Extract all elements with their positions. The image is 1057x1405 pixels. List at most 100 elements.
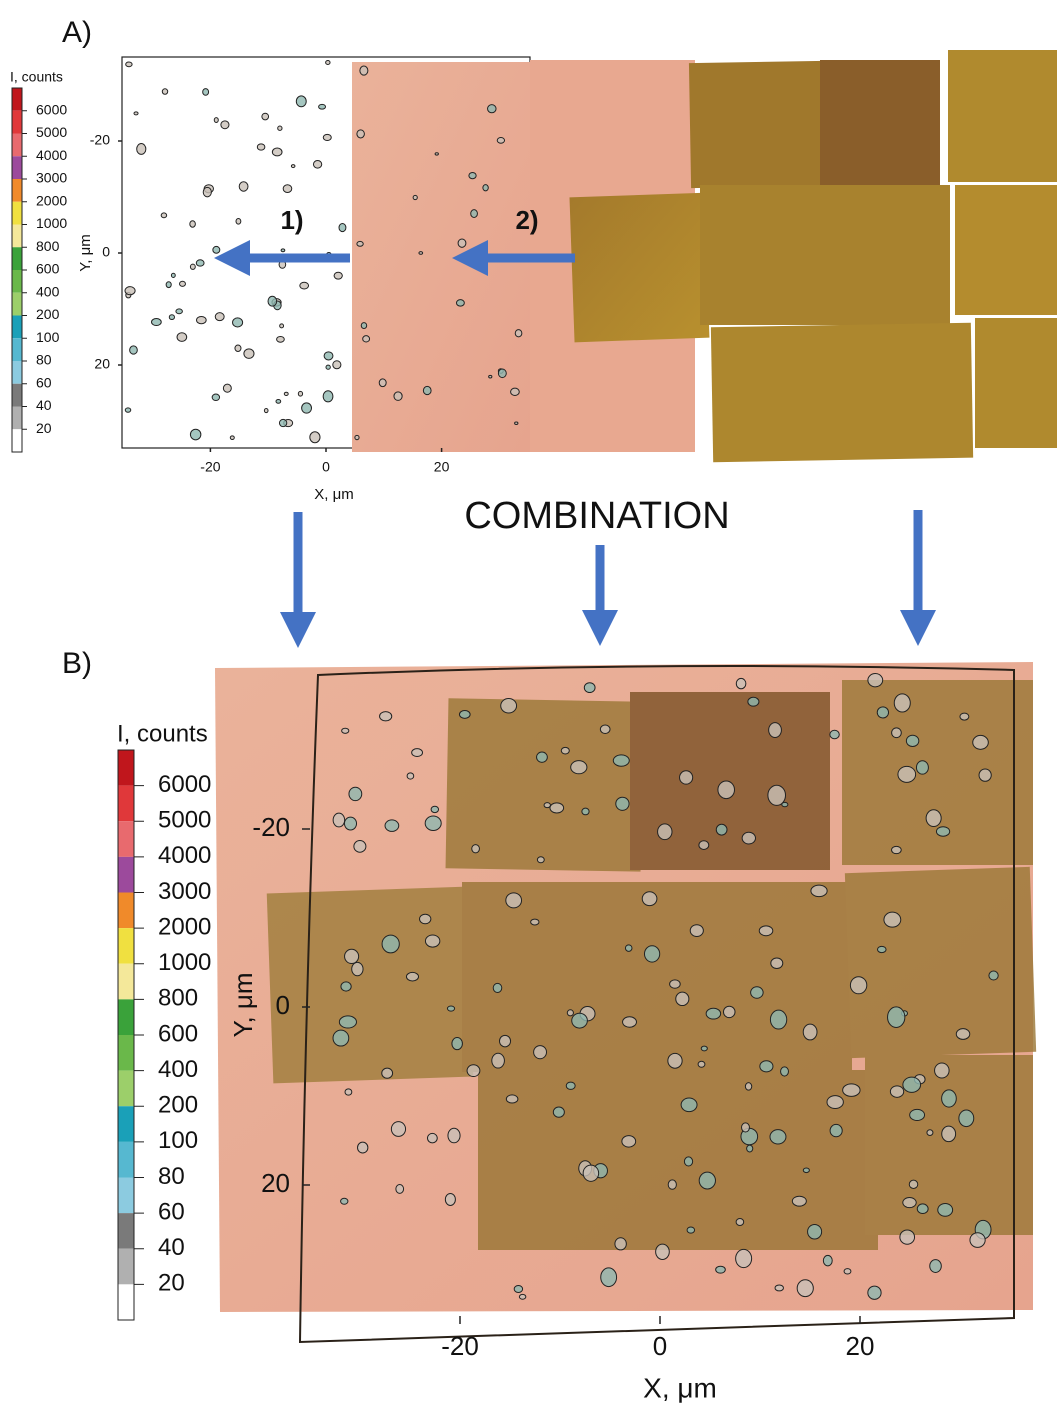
colorbar-tick-label: 4000	[158, 842, 211, 869]
particle-contour	[741, 1122, 750, 1133]
particle-contour	[359, 65, 369, 76]
particle-contour	[451, 1037, 463, 1051]
particle-contour	[444, 1192, 456, 1207]
particle-contour	[746, 1144, 754, 1153]
particle-contour	[357, 1141, 369, 1154]
particle-contour	[667, 1179, 677, 1190]
colorbar-segment	[12, 88, 22, 111]
particle-contour	[136, 143, 147, 155]
particle-contour	[891, 727, 902, 739]
colorbar-tick-label: 40	[158, 1234, 185, 1261]
particle-contour	[570, 760, 588, 775]
y-axis-label: Y, μm	[77, 234, 94, 272]
colorbar-segment	[12, 270, 22, 293]
particle-contour	[468, 171, 477, 180]
colorbar-tick-label: 100	[158, 1127, 198, 1154]
colorbar-tick-label: 5000	[158, 807, 211, 834]
particle-contour	[735, 677, 747, 690]
colorbar-tick-label: 60	[158, 1198, 185, 1225]
particle-contour	[165, 281, 172, 289]
afm-tile	[948, 50, 1057, 182]
colorbar-tick-label: 3000	[36, 170, 67, 186]
particle-contour	[261, 112, 270, 121]
particle-contour	[220, 120, 230, 130]
particle-contour	[189, 220, 196, 228]
colorbar-segment	[12, 133, 22, 157]
particle-contour	[889, 1085, 905, 1098]
colorbar-tick-label: 20	[158, 1270, 185, 1297]
particle-contour	[536, 856, 545, 864]
particle-contour	[150, 318, 162, 327]
particle-contour	[867, 673, 884, 688]
particle-contour	[353, 840, 367, 853]
x-tick-label: -20	[200, 459, 220, 475]
particle-contour	[958, 1109, 975, 1128]
particle-contour	[774, 1284, 784, 1292]
panel-label: A)	[62, 16, 92, 49]
particle-contour	[325, 60, 331, 65]
particle-contour	[491, 1052, 505, 1069]
particle-contour	[581, 807, 590, 816]
particle-contour	[161, 88, 169, 95]
particle-contour	[599, 724, 611, 735]
particle-contour	[566, 1009, 574, 1017]
particle-contour	[513, 1284, 524, 1293]
particle-contour	[384, 819, 400, 832]
colorbar-segment	[12, 201, 22, 225]
particle-contour	[972, 734, 989, 750]
particle-contour	[332, 812, 346, 828]
afm-tile	[266, 886, 474, 1084]
particle-contour	[667, 1052, 683, 1069]
colorbar-tick-label: 600	[158, 1020, 198, 1047]
x-tick-label: 20	[846, 1331, 875, 1361]
particle-contour	[514, 329, 523, 338]
particle-contour	[446, 1005, 456, 1012]
particle-contour	[297, 390, 304, 397]
particle-contour	[624, 944, 633, 952]
y-tick-label: 20	[94, 356, 110, 372]
particle-contour	[655, 1243, 670, 1260]
particle-contour	[343, 816, 358, 831]
colorbar-tick-label: 200	[36, 306, 60, 322]
particle-contour	[905, 734, 920, 747]
particle-contour	[698, 840, 710, 850]
particle-contour	[263, 407, 269, 414]
particle-contour	[351, 961, 364, 977]
particle-contour	[168, 314, 175, 321]
particle-contour	[189, 428, 202, 441]
particle-contour	[299, 281, 310, 290]
x-tick-label: -20	[441, 1331, 479, 1361]
particle-contour	[243, 348, 255, 359]
colorbar-segment	[118, 1070, 134, 1107]
particle-contour	[234, 344, 242, 352]
particle-contour	[344, 1088, 353, 1096]
particle-contour	[622, 1016, 637, 1028]
particle-contour	[426, 1132, 438, 1144]
colorbar-segment	[118, 1284, 134, 1320]
particle-contour	[549, 802, 565, 814]
particle-contour	[280, 248, 286, 253]
x-axis-label: X, μm	[314, 486, 353, 503]
particle-contour	[747, 696, 760, 707]
particle-contour	[560, 746, 570, 755]
particle-contour	[902, 1076, 922, 1093]
arrow-label: 1)	[280, 205, 303, 235]
particle-contour	[829, 1123, 843, 1138]
x-tick-label: 0	[653, 1331, 667, 1361]
particle-contour	[959, 712, 970, 721]
panel-label: B)	[62, 647, 92, 680]
afm-tile	[462, 882, 852, 1072]
particle-contour	[614, 1237, 627, 1251]
particle-contour	[348, 786, 363, 802]
particle-contour	[379, 711, 393, 722]
particle-contour	[780, 1066, 789, 1077]
particle-contour	[657, 823, 673, 841]
colorbar-tick-label: 5000	[36, 124, 67, 140]
colorbar-tick-label: 6000	[36, 101, 67, 117]
particle-contour	[212, 245, 221, 254]
particle-contour	[909, 1108, 926, 1122]
y-tick-label: 0	[102, 244, 110, 260]
colorbar-segment	[118, 856, 134, 893]
colorbar-segment	[118, 785, 134, 822]
particle-contour	[829, 729, 840, 740]
